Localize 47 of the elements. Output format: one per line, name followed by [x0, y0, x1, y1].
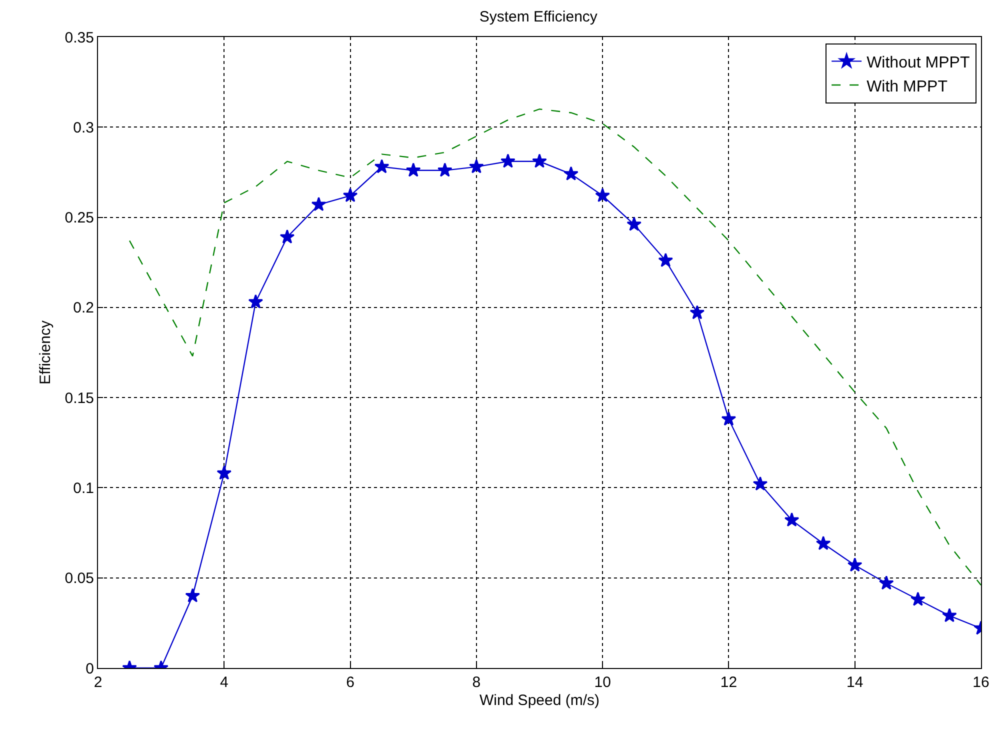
point: [532, 154, 547, 168]
point: [185, 588, 200, 602]
x-tick-label: 10: [594, 674, 611, 691]
y-tick-label: 0.3: [73, 119, 94, 136]
point: [374, 159, 390, 174]
point: [847, 557, 862, 572]
y-tick-label: 0: [86, 660, 94, 678]
point: [658, 252, 674, 267]
x-tick-label: 16: [972, 674, 990, 691]
point: [437, 162, 452, 177]
x-tick-label: 6: [346, 674, 354, 691]
point: [752, 476, 768, 491]
y-axis-title: Efficiency: [37, 320, 54, 384]
x-tick-label: 8: [472, 674, 481, 691]
point: [500, 154, 516, 168]
point: [595, 188, 610, 202]
point: [910, 592, 926, 606]
legend-label: Without MPPT: [866, 54, 970, 72]
point: [406, 162, 421, 177]
legend-label: With MPPT: [866, 78, 948, 96]
point: [311, 196, 326, 212]
point: [690, 305, 705, 320]
y-tick-label: 0.05: [64, 570, 94, 588]
point: [564, 166, 578, 180]
point: [878, 576, 894, 590]
chart-title: System Efficiency: [479, 8, 598, 26]
y-tick-label: 0.15: [64, 390, 94, 407]
y-tick-label: 0.35: [64, 29, 94, 46]
point: [342, 188, 358, 202]
y-tick-label: 0.2: [73, 300, 94, 317]
point: [784, 512, 800, 527]
x-tick-label: 12: [720, 674, 738, 691]
point: [248, 294, 264, 308]
y-tick-label: 0.25: [64, 210, 94, 227]
point: [816, 536, 831, 550]
x-axis-title: Wind Speed (m/s): [479, 692, 600, 709]
point: [280, 229, 295, 244]
point: [216, 466, 232, 480]
point: [721, 411, 736, 426]
x-tick-label: 4: [220, 674, 228, 691]
point: [626, 216, 642, 231]
x-tick-label: 14: [846, 674, 864, 691]
line-series: [128, 108, 981, 586]
x-tick-label: 2: [94, 674, 102, 691]
point: [942, 608, 957, 622]
point: [469, 159, 484, 174]
y-tick-label: 0.1: [73, 480, 94, 497]
